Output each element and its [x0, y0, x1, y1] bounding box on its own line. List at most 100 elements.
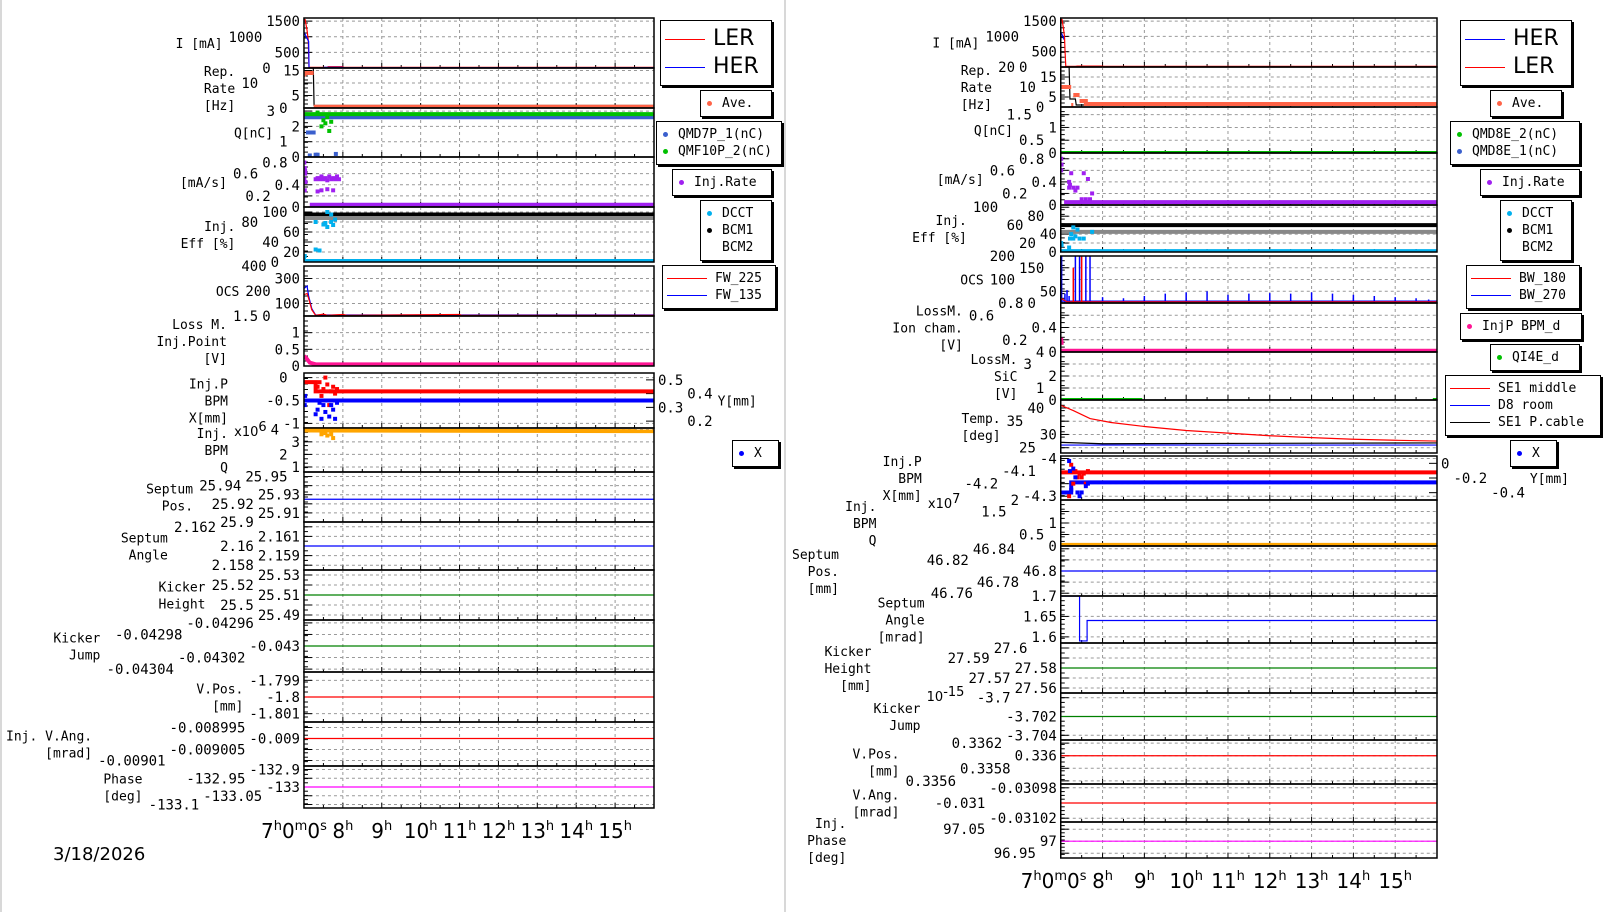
- x-tick-label: 9h: [371, 819, 392, 843]
- series-x-point: [317, 400, 322, 405]
- x-tick-label: 13h: [520, 819, 554, 843]
- panel-frame: [1060, 152, 1438, 206]
- y-axis-label: BPM: [853, 517, 877, 532]
- series-inj-rate-point: [1067, 182, 1072, 187]
- series-inj-rate-point: [1073, 188, 1078, 193]
- series-orange-line: [303, 428, 654, 434]
- y-axis-label: [Hz]: [204, 99, 235, 114]
- series-y-point: [1073, 469, 1078, 474]
- y-tick-label: 200: [245, 284, 270, 300]
- legend-dot-icon: [1507, 211, 1512, 216]
- y-axis-label: V.Pos.: [852, 748, 899, 763]
- panel-frame: [1060, 739, 1438, 785]
- y-axis-label: Height: [824, 662, 871, 677]
- y-axis-label: Eff [%]: [181, 237, 236, 252]
- panel-9: [303, 471, 655, 523]
- y-tick-label: -0.03098: [989, 781, 1056, 797]
- y-axis-label: [deg]: [103, 790, 142, 805]
- legend-label: BCM1: [1522, 223, 1554, 238]
- y-tick-label: -133.1: [149, 798, 200, 814]
- legend-label: X: [754, 446, 762, 461]
- y-tick-label: 25.95: [245, 470, 287, 486]
- series-x-point: [1079, 490, 1084, 495]
- y-tick-label: 50: [1040, 284, 1057, 300]
- legend-dot-icon: [1517, 451, 1522, 456]
- date-label: 3/18/2026: [53, 844, 145, 865]
- series-x-point: [323, 409, 328, 414]
- y-axis-label: [V]: [994, 387, 1017, 402]
- panel-12: [303, 619, 655, 673]
- legend-box: DCCT BCM1 BCM2: [1500, 200, 1572, 261]
- y-tick-label: 0: [1019, 60, 1027, 76]
- series-orange-point: [325, 433, 330, 438]
- legend-entry: Inj.Rate: [1485, 174, 1575, 191]
- y-tick-label: 25.49: [258, 608, 300, 624]
- series-y-point: [1077, 471, 1082, 476]
- series-qmf10p-2-nc--point: [329, 119, 334, 124]
- y-tick-label: 0.2: [1002, 186, 1027, 202]
- x-tick-label: 14h: [559, 819, 593, 843]
- y-tick-label: 0: [279, 371, 287, 387]
- series-group: [1060, 18, 1437, 67]
- y-axis-label: V.Pos.: [196, 683, 243, 698]
- y-tick-label: 27.57: [968, 671, 1010, 687]
- series-dcct-point: [1067, 245, 1072, 250]
- y-tick-label: 1000: [985, 29, 1019, 45]
- y-axis-label: [mm]: [808, 582, 839, 597]
- legend-label: Ave.: [1512, 96, 1544, 111]
- legend-label: FW_225: [715, 271, 762, 286]
- y-tick-label: -0.04304: [107, 662, 174, 678]
- right-y-axis-labels: 150010005000201510501.510.500.80.60.40.2…: [792, 14, 1057, 866]
- legend-entry: FW_135: [667, 287, 771, 304]
- series-her-line: [303, 31, 654, 68]
- legend-label: InjP BPM_d: [1482, 319, 1561, 334]
- series-inj-rate-point: [1088, 197, 1093, 202]
- panel-3: [303, 156, 655, 208]
- series-y-point: [1081, 471, 1086, 476]
- series-inj-rate-point: [336, 177, 341, 182]
- panel-1: [303, 67, 655, 109]
- y-axis-label: [mA/s]: [180, 176, 227, 191]
- series-inj-rate-point: [1083, 197, 1088, 202]
- y-axis-label: Q: [869, 534, 877, 549]
- x-tick-label: 15h: [598, 819, 632, 843]
- legend-entry: Ave.: [705, 95, 767, 112]
- legend-label: HER: [713, 54, 759, 79]
- series-qmd7p-1-nc--point: [307, 153, 312, 157]
- series-dcct-point: [1081, 236, 1086, 241]
- panel-11: [1060, 545, 1438, 597]
- y-tick-label: 0: [1048, 539, 1056, 555]
- y-tick-label: 500: [275, 45, 300, 61]
- legend-line-icon: [1471, 278, 1511, 279]
- panel-3: [1060, 152, 1438, 206]
- legend-box: HER LER: [1460, 20, 1572, 86]
- y-tick-label: 46.78: [977, 575, 1019, 591]
- legend-entry: QMD8E_2(nC): [1455, 126, 1575, 143]
- y-axis-label: LossM.: [970, 353, 1017, 368]
- series-y-point: [1067, 494, 1072, 499]
- series-group: [303, 428, 654, 441]
- panel-frame: [1060, 455, 1438, 501]
- panel-13: [1060, 642, 1438, 694]
- y-axis-label: Inj.: [204, 220, 235, 235]
- series-x-point: [329, 403, 334, 408]
- x-tick-label: 11h: [443, 819, 477, 843]
- series-x-point: [303, 393, 308, 398]
- y-axis-label: Rep.: [204, 65, 235, 80]
- series-dcct-point: [1060, 243, 1064, 248]
- series-x-point: [327, 414, 332, 419]
- y-tick-label: 27.59: [948, 651, 990, 667]
- y-axis-label: Temp.: [961, 412, 1000, 427]
- y-tick-label: 0: [1048, 245, 1056, 261]
- panel-frame: [303, 427, 655, 473]
- legend-entry: QMF10P_2(nC): [661, 143, 777, 160]
- y-tick-label: 0.6: [990, 163, 1015, 179]
- series-x-point: [1067, 459, 1072, 464]
- series-dcct-point: [1075, 227, 1080, 232]
- legend-line-icon: [667, 295, 707, 296]
- x-tick-label: 10h: [404, 819, 438, 843]
- y-tick-label: 0: [292, 200, 300, 216]
- panel-14: [303, 721, 655, 767]
- series-dcct-point: [317, 248, 322, 253]
- y-tick-label: 25.53: [258, 568, 300, 584]
